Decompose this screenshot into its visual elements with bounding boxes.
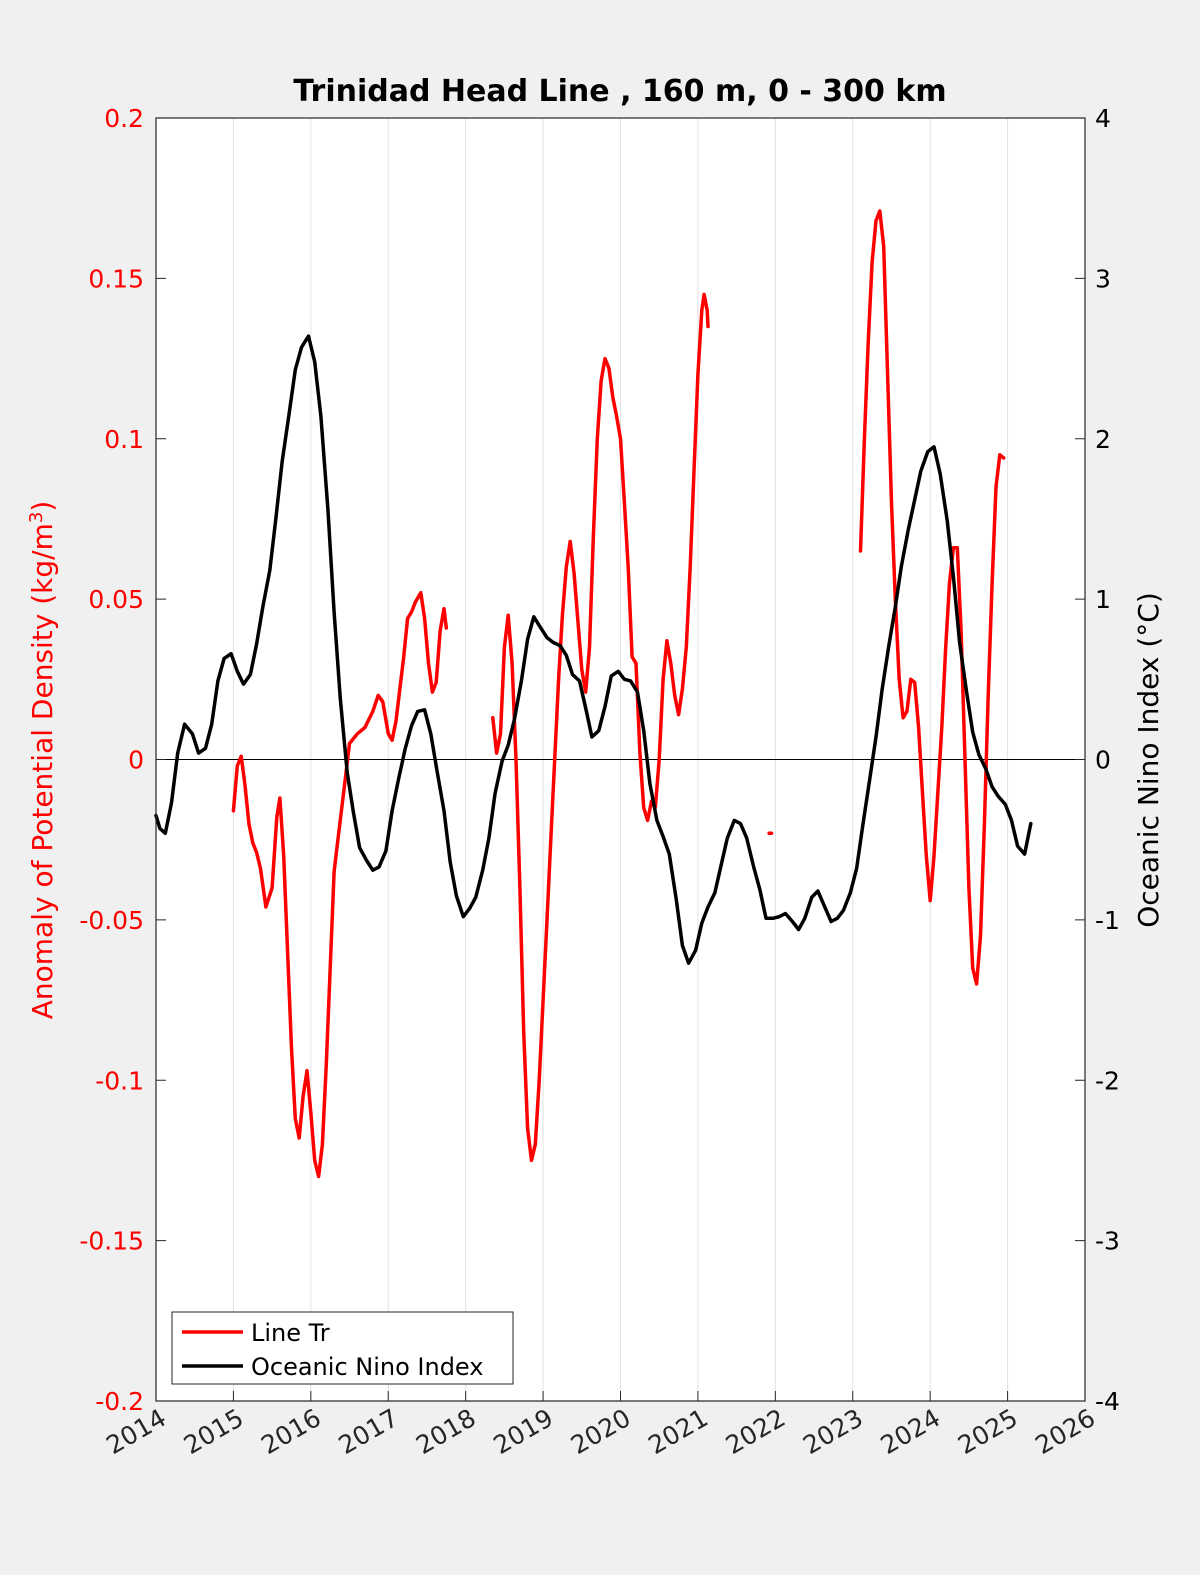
chart-title: Trinidad Head Line , 160 m, 0 - 300 km: [293, 74, 946, 109]
y-tick-label-right: 2: [1095, 425, 1111, 454]
x-tick-label: 2020: [566, 1403, 636, 1460]
x-tick-label: 2022: [721, 1403, 791, 1460]
y-tick-label-left: 0.2: [104, 104, 144, 133]
y-tick-label-left: -0.2: [95, 1387, 144, 1416]
y-axis-label-left-main: Anomaly of Potential Density (kg/m: [26, 523, 59, 1019]
y-tick-label-right: -3: [1095, 1227, 1120, 1256]
y-tick-label-left: 0.15: [88, 264, 144, 293]
legend-label-line-tr: Line Tr: [251, 1319, 330, 1347]
y-tick-label-left: 0: [128, 746, 144, 775]
legend: Line Tr Oceanic Nino Index: [172, 1312, 513, 1384]
x-tick-label: 2023: [798, 1403, 868, 1460]
y-axis-label-right: Oceanic Nino Index (°C): [1132, 592, 1165, 928]
y-tick-label-left: -0.05: [79, 906, 144, 935]
y-axis-label-left: Anomaly of Potential Density (kg/m3): [26, 501, 60, 1020]
y-tick-label-right: -4: [1095, 1387, 1120, 1416]
y-tick-label-right: 4: [1095, 104, 1111, 133]
legend-label-oni: Oceanic Nino Index: [251, 1353, 483, 1381]
x-tick-label: 2024: [876, 1403, 946, 1460]
chart-figure: 2 0 1 4 2015 2016 2017 2018 2019 2020 2021 2022 2023…: [0, 0, 1200, 1575]
y-tick-label-left: 0.05: [88, 585, 144, 614]
x-tick-label: 2025: [953, 1403, 1023, 1460]
x-tick-label: 2017: [334, 1403, 404, 1460]
y-tick-label-left: -0.1: [95, 1066, 144, 1095]
x-tick-label: 2026: [1030, 1403, 1100, 1460]
y-axis-label-left-tail: ): [26, 501, 59, 512]
x-tick-label: 2021: [643, 1403, 713, 1460]
y-tick-label-right: -2: [1095, 1066, 1120, 1095]
y-tick-label-right: 1: [1095, 585, 1111, 614]
y-tick-label-right: -1: [1095, 906, 1120, 935]
x-tick-label: 2015: [179, 1403, 249, 1460]
x-tick-label: 2016: [256, 1403, 326, 1460]
y-tick-label-left: -0.15: [79, 1227, 144, 1256]
y-tick-label-right: 3: [1095, 264, 1111, 293]
y-axis-label-left-sup: 3: [26, 512, 47, 523]
x-tick-label: 2019: [488, 1403, 558, 1460]
y-tick-label-left: 0.1: [104, 425, 144, 454]
x-tick-label: 2018: [411, 1403, 481, 1460]
y-tick-label-right: 0: [1095, 746, 1111, 775]
